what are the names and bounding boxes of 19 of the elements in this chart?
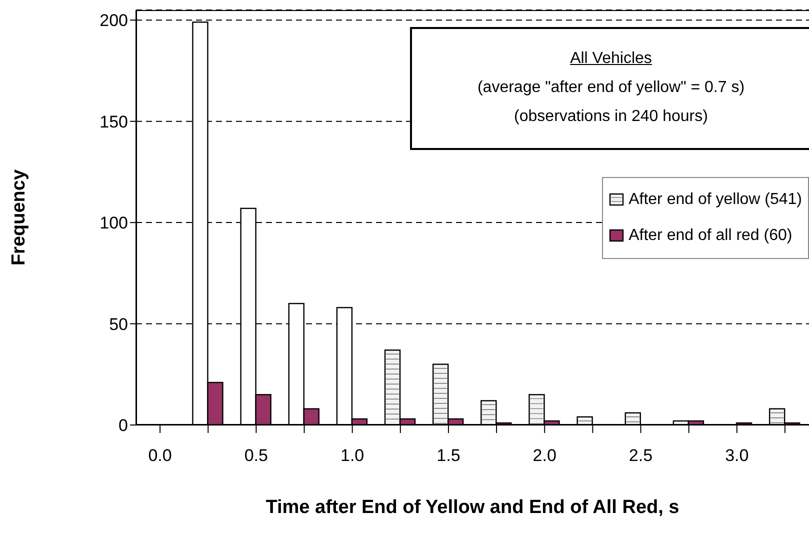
y-tick-label: 100 (100, 214, 128, 233)
x-tick-label: 1.5 (436, 446, 460, 466)
legend-label: After end of yellow (541) (628, 190, 802, 208)
y-tick-label: 150 (100, 112, 128, 132)
x-tick-label: 3.0 (725, 446, 749, 466)
x-tick-label: 0.0 (148, 446, 172, 466)
annotation: (average "after end of yellow" = 0.7 s) (476, 78, 746, 98)
annotation: (observations in 240 hours) (513, 107, 709, 127)
y-tick-label: 200 (100, 11, 128, 30)
x-tick-label: 2.5 (628, 446, 653, 466)
y-tick-label: 0 (118, 416, 128, 436)
annotation: All Vehicles (569, 49, 653, 69)
y-tick-label: 50 (109, 314, 128, 334)
legend-label: After end of all red (60) (628, 226, 792, 244)
x-tick-label: 0.5 (244, 446, 268, 466)
x-tick-label: 1.0 (340, 446, 364, 466)
x-tick-label: 2.0 (532, 446, 556, 466)
y-axis-title: Frequency (8, 169, 30, 266)
x-axis-title: Time after End of Yellow and End of All Red, s (266, 497, 680, 518)
